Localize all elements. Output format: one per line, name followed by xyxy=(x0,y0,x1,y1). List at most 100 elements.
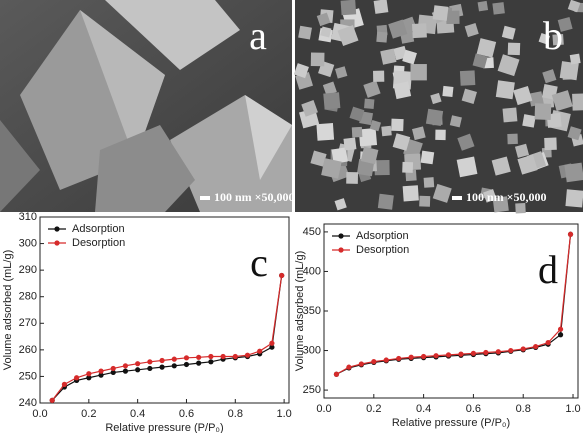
cube xyxy=(544,138,557,151)
data-point xyxy=(446,352,451,357)
x-tick-label: 0.2 xyxy=(81,408,96,420)
data-point xyxy=(558,327,563,332)
cube xyxy=(411,64,427,80)
cube xyxy=(412,23,427,38)
data-point xyxy=(62,382,67,387)
data-point xyxy=(458,352,463,357)
cube xyxy=(442,86,453,97)
data-point xyxy=(184,362,189,367)
data-point xyxy=(546,340,551,345)
cube xyxy=(321,158,342,179)
y-tick-label: 250 xyxy=(303,384,321,396)
legend-marker xyxy=(338,247,343,252)
data-point xyxy=(196,361,201,366)
data-point xyxy=(371,359,376,364)
data-point xyxy=(521,346,526,351)
cube xyxy=(316,123,334,141)
cube xyxy=(565,189,583,207)
data-point xyxy=(334,372,339,377)
x-tick-label: 0.0 xyxy=(316,403,331,415)
cube xyxy=(570,54,581,65)
cube xyxy=(424,177,435,188)
cube xyxy=(380,48,396,64)
legend-marker xyxy=(338,233,343,238)
cube xyxy=(381,126,392,137)
y-tick-label: 280 xyxy=(19,291,37,303)
data-point xyxy=(471,351,476,356)
data-point xyxy=(558,332,563,337)
cube xyxy=(433,5,449,21)
data-point xyxy=(86,371,91,376)
series-line xyxy=(52,275,281,400)
data-point xyxy=(384,357,389,362)
cube xyxy=(435,130,445,140)
data-point xyxy=(159,365,164,370)
cube xyxy=(374,0,389,14)
data-point xyxy=(568,232,573,237)
data-point xyxy=(196,355,201,360)
cube xyxy=(364,99,374,109)
cube xyxy=(446,11,459,24)
y-tick-label: 450 xyxy=(303,226,321,238)
y-tick-label: 300 xyxy=(19,237,37,249)
data-point xyxy=(433,353,438,358)
data-point xyxy=(496,349,501,354)
x-tick-label: 1.0 xyxy=(276,408,291,420)
data-point xyxy=(483,350,488,355)
cube xyxy=(311,53,325,67)
cube xyxy=(460,70,475,85)
cube xyxy=(343,138,356,151)
cube xyxy=(492,2,504,14)
data-point xyxy=(172,357,177,362)
cube xyxy=(496,80,515,99)
y-tick-label: 250 xyxy=(19,370,37,382)
legend-label: Adsorption xyxy=(72,223,125,235)
cube xyxy=(522,114,536,128)
legend-marker xyxy=(54,226,59,231)
scale-text: 100 nm ×50,000 xyxy=(214,190,295,204)
cube xyxy=(426,109,443,126)
cube xyxy=(508,43,521,56)
cube xyxy=(503,108,518,123)
data-point xyxy=(220,354,225,359)
cube xyxy=(478,1,488,11)
data-point xyxy=(279,273,284,278)
data-point xyxy=(233,354,238,359)
cube xyxy=(403,185,419,201)
y-tick-label: 310 xyxy=(19,211,37,223)
data-point xyxy=(172,363,177,368)
data-point xyxy=(184,355,189,360)
cube xyxy=(572,93,583,110)
data-point xyxy=(147,359,152,364)
data-point xyxy=(409,355,414,360)
data-point xyxy=(245,353,250,358)
panel-label: a xyxy=(249,13,267,58)
cube xyxy=(457,157,478,178)
scale-bar xyxy=(200,196,210,200)
series-line xyxy=(52,275,281,400)
cube xyxy=(352,127,363,138)
panel-label: d xyxy=(538,247,558,292)
cube xyxy=(341,0,357,15)
data-point xyxy=(533,344,538,349)
data-point xyxy=(396,356,401,361)
data-point xyxy=(159,358,164,363)
x-tick-label: 0.4 xyxy=(416,403,431,415)
y-tick-label: 270 xyxy=(19,317,37,329)
data-point xyxy=(123,363,128,368)
y-axis-label: Volume adsorbed (mL/g) xyxy=(294,251,306,371)
cube xyxy=(323,92,340,109)
cube xyxy=(376,32,387,43)
cube xyxy=(393,81,411,99)
cube xyxy=(515,203,526,214)
data-point xyxy=(208,359,213,364)
cube xyxy=(375,160,390,175)
cube xyxy=(346,172,358,184)
sem-image-b xyxy=(294,0,583,213)
data-point xyxy=(50,398,55,403)
data-point xyxy=(269,341,274,346)
scale-text: 100 nm ×50,000 xyxy=(466,190,547,204)
panel-label: c xyxy=(250,240,268,285)
cube xyxy=(535,103,552,120)
data-point xyxy=(346,365,351,370)
